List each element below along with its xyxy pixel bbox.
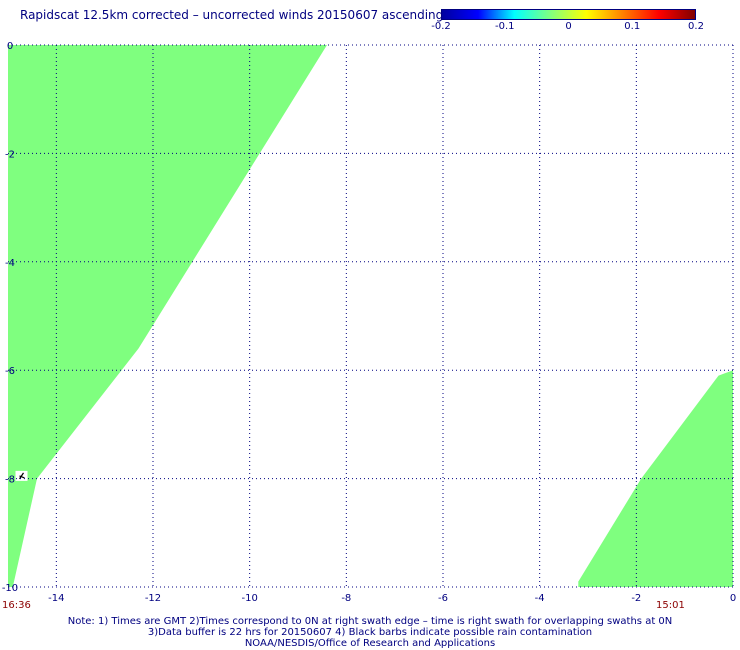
x-tick-label: -12 [145,593,161,604]
rain-flag-barb [19,472,25,480]
colorbar [441,9,696,20]
colorbar-tick-label: -0.1 [494,21,515,32]
y-tick-label: -10 [2,583,18,594]
x-tick-label: -8 [341,593,351,604]
x-tick-label: -4 [535,593,545,604]
x-tick-label: -10 [241,593,257,604]
grid-layer [8,44,734,588]
note-line-3: NOAA/NESDIS/Office of Research and Appli… [244,638,496,649]
y-tick-label: -6 [5,366,15,377]
x-tick-label: -2 [631,593,641,604]
y-tick-label: 0 [7,41,13,52]
colorbar-tick-label: 0.1 [624,21,641,32]
left-swath-time: 16:36 [2,600,31,611]
x-tick-label: 0 [730,593,736,604]
y-tick-label: -4 [5,258,15,269]
swath-right-swath [578,370,733,587]
colorbar-tick-label: 0.2 [688,21,704,32]
axis-layer: -14 -12 -10 -8 -6 -4 -2 0 0 -2 -4 -6 -8 -10 [2,41,736,604]
y-tick-label: -2 [5,149,15,160]
colorbar-tick-label: 0 [565,21,572,32]
x-tick-label: -6 [438,593,448,604]
colorbar-tick-label: -0.2 [431,21,451,32]
chart-title: Rapidscat 12.5km corrected – uncorrected… [20,8,444,22]
note-line-2: 3)Data buffer is 22 hrs for 20150607 4) … [147,627,593,638]
note-line-1: Note: 1) Times are GMT 2)Times correspon… [67,616,673,627]
swath-left-swath [8,45,327,587]
x-tick-label: -14 [48,593,64,604]
y-tick-label: -8 [5,475,15,486]
right-swath-time: 15:01 [656,600,685,611]
swath-layer [8,45,733,587]
